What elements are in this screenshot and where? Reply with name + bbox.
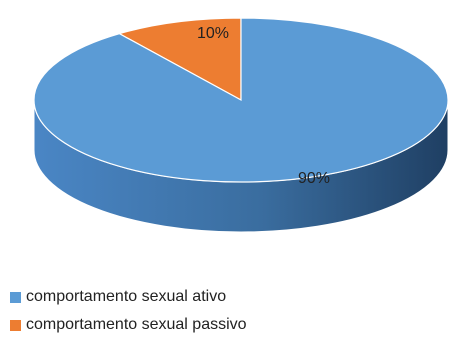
legend-item-active: comportamento sexual ativo xyxy=(10,288,247,306)
legend-swatch-passive xyxy=(10,319,21,331)
legend: comportamento sexual ativo comportamento… xyxy=(10,288,247,334)
pie-top-group xyxy=(33,17,449,183)
legend-label-active: comportamento sexual ativo xyxy=(26,288,227,305)
legend-label-passive: comportamento sexual passivo xyxy=(26,316,247,333)
slice-label-active: 90% xyxy=(298,170,330,187)
slice-label-passive: 10% xyxy=(197,25,229,42)
legend-item-passive: comportamento sexual passivo xyxy=(10,316,247,334)
pie-slice-passive xyxy=(117,17,242,102)
pie-chart: 10% 90% xyxy=(33,17,449,233)
pie-label-group: 10% 90% xyxy=(197,25,330,187)
legend-swatch-active xyxy=(10,291,21,303)
pie-slice-active xyxy=(33,17,449,183)
